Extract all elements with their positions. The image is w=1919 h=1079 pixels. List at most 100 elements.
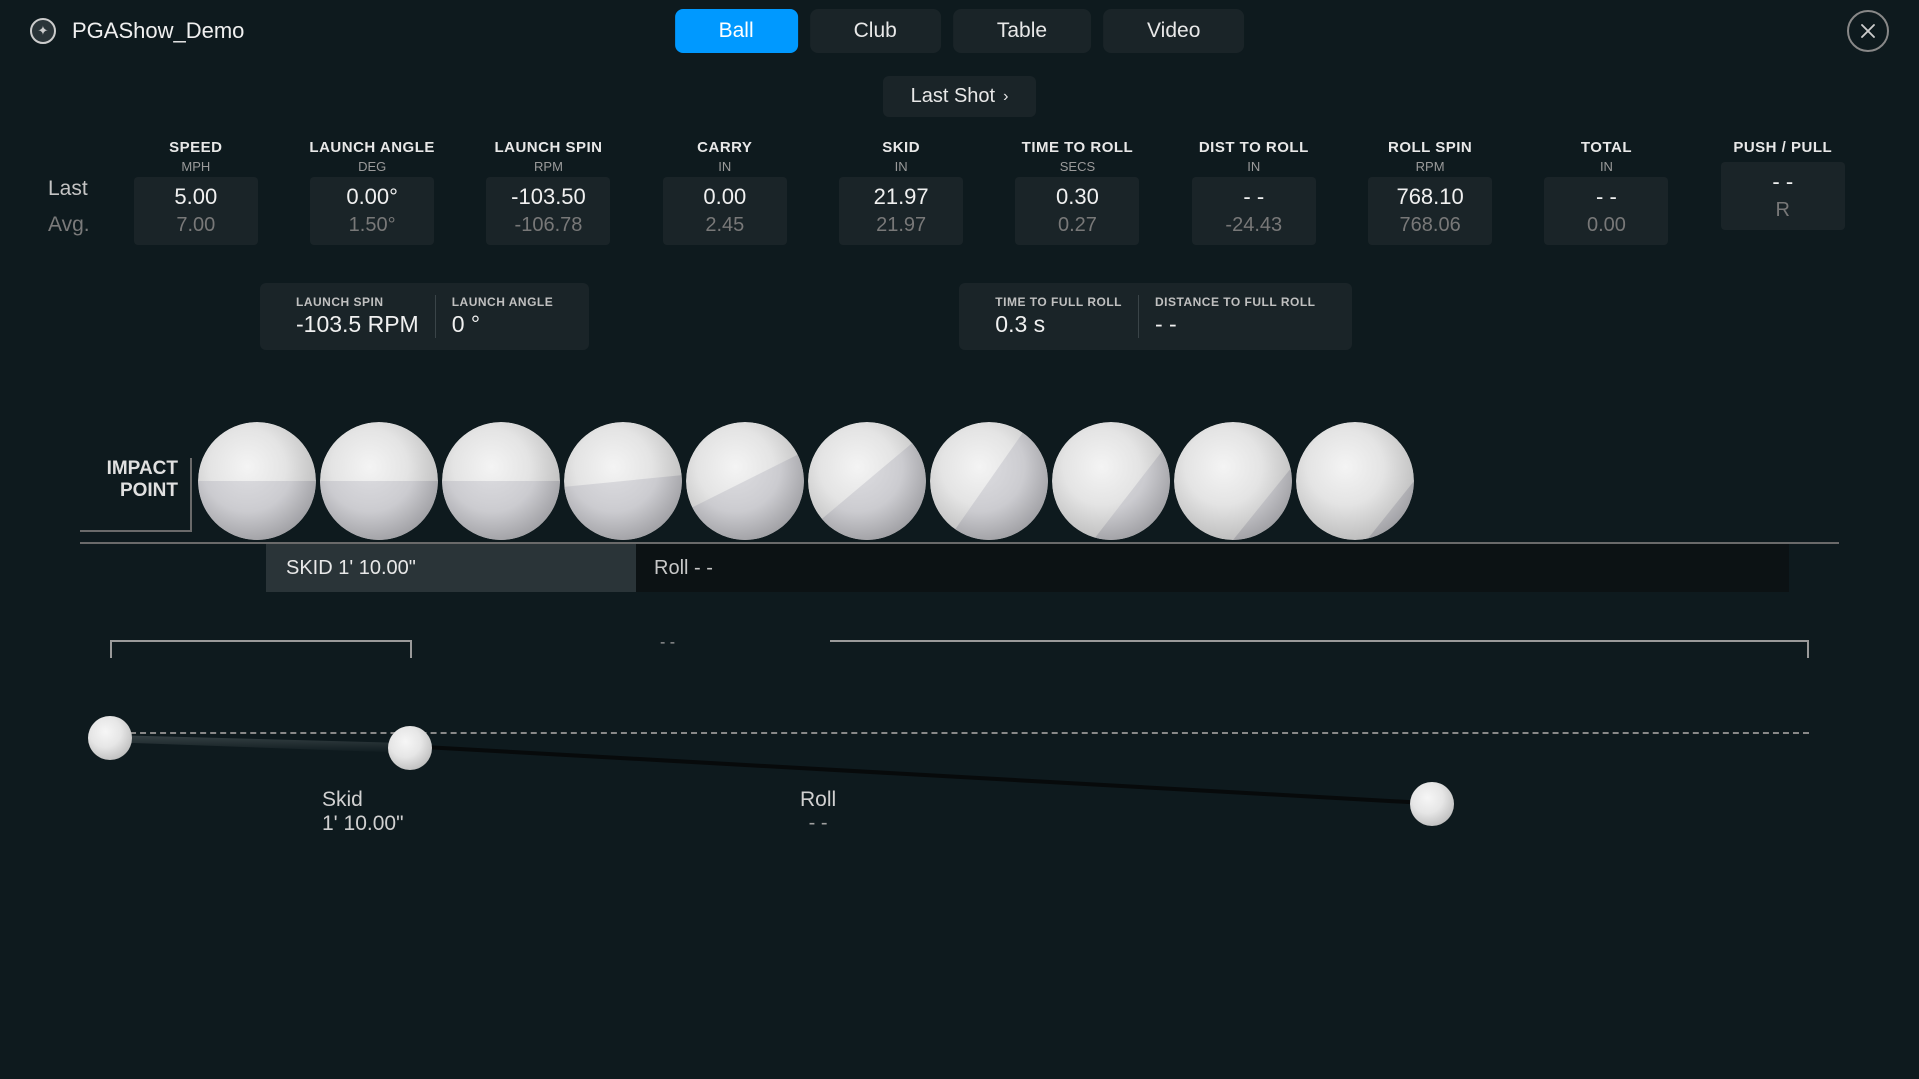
- metric-title: LAUNCH ANGLE: [309, 139, 434, 156]
- metric-speed: SPEED MPH 5.00 7.00: [108, 139, 284, 245]
- metric-last: 5.00: [134, 184, 258, 210]
- chart-roll-line: [406, 744, 1435, 805]
- metric-unit: IN: [1600, 159, 1613, 174]
- metric-push-pull: PUSH / PULL - - R: [1695, 139, 1871, 245]
- metric-title: LAUNCH SPIN: [494, 139, 602, 156]
- ball-frame: [320, 422, 438, 540]
- metric-unit: RPM: [1416, 159, 1445, 174]
- metric-time-to-roll: TIME TO ROLL SECS 0.30 0.27: [989, 139, 1165, 245]
- metric-launch-spin: LAUNCH SPIN RPM -103.50 -106.78: [460, 139, 636, 245]
- ball-frame: [686, 422, 804, 540]
- sec-value: 0 °: [452, 311, 554, 338]
- ball-frame: [930, 422, 1048, 540]
- metric-avg: -106.78: [486, 214, 610, 237]
- chart-baseline: [110, 732, 1809, 734]
- last-shot-label: Last Shot: [911, 85, 996, 108]
- metric-roll-spin: ROLL SPIN RPM 768.10 768.06: [1342, 139, 1518, 245]
- sec-label: LAUNCH SPIN: [296, 295, 419, 309]
- roll-bar: Roll - -: [636, 544, 1789, 592]
- chevron-right-icon: ›: [1003, 88, 1008, 106]
- chart-bracket: [110, 640, 112, 658]
- ball-rotation-strip: [198, 422, 1414, 540]
- row-label-last: Last: [48, 177, 90, 201]
- chart-bracket: [110, 640, 410, 642]
- sec-value: - -: [1155, 311, 1316, 338]
- metric-title: DIST TO ROLL: [1199, 139, 1309, 156]
- ball-frame: [808, 422, 926, 540]
- last-shot-button[interactable]: Last Shot ›: [883, 76, 1037, 117]
- metric-title: SPEED: [169, 139, 222, 156]
- ball-frame: [1296, 422, 1414, 540]
- metric-unit: IN: [1247, 159, 1260, 174]
- metric-avg: 7.00: [134, 214, 258, 237]
- chart-skid-label: Skid 1' 10.00": [322, 788, 404, 836]
- impact-point-label: IMPACT POINT: [80, 458, 192, 532]
- chart-gap-label: - -: [660, 634, 675, 652]
- tab-table[interactable]: Table: [953, 9, 1091, 53]
- metric-title: SKID: [882, 139, 920, 156]
- metric-avg: 21.97: [839, 214, 963, 237]
- metric-skid: SKID IN 21.97 21.97: [813, 139, 989, 245]
- metric-avg: 0.27: [1015, 214, 1139, 237]
- metric-unit: DEG: [358, 159, 386, 174]
- metric-last: - -: [1721, 169, 1845, 195]
- chart-skid-area: [110, 735, 410, 753]
- metric-unit: RPM: [534, 159, 563, 174]
- metric-last: 0.00°: [310, 184, 434, 210]
- ball-frame: [1052, 422, 1170, 540]
- chart-ball-end: [1410, 782, 1454, 826]
- ball-frame: [442, 422, 560, 540]
- metric-avg: -24.43: [1192, 214, 1316, 237]
- metric-title: ROLL SPIN: [1388, 139, 1472, 156]
- trajectory-chart: - - Skid 1' 10.00" Roll - -: [0, 640, 1919, 848]
- metric-title: CARRY: [697, 139, 752, 156]
- sec-label: DISTANCE TO FULL ROLL: [1155, 295, 1316, 309]
- tab-club[interactable]: Club: [810, 9, 941, 53]
- metric-unit: IN: [718, 159, 731, 174]
- sec-label: TIME TO FULL ROLL: [995, 295, 1122, 309]
- metric-avg: 0.00: [1544, 214, 1668, 237]
- metric-last: -103.50: [486, 184, 610, 210]
- metric-title: PUSH / PULL: [1733, 139, 1832, 156]
- metric-unit: SECS: [1060, 159, 1095, 174]
- sec-value: -103.5 RPM: [296, 311, 419, 338]
- metric-unit: IN: [895, 159, 908, 174]
- ball-frame: [198, 422, 316, 540]
- close-button[interactable]: [1847, 10, 1889, 52]
- metric-last: 0.30: [1015, 184, 1139, 210]
- metric-avg: R: [1721, 199, 1845, 222]
- metric-unit: MPH: [181, 159, 210, 174]
- metric-total: TOTAL IN - - 0.00: [1518, 139, 1694, 245]
- metric-last: 768.10: [1368, 184, 1492, 210]
- metric-avg: 768.06: [1368, 214, 1492, 237]
- sec-value: 0.3 s: [995, 311, 1122, 338]
- chart-ball-skid-end: [388, 726, 432, 770]
- metric-last: - -: [1544, 184, 1668, 210]
- chart-bracket: [1807, 640, 1809, 658]
- close-icon: [1859, 22, 1877, 40]
- secondary-launch-group: LAUNCH SPIN -103.5 RPM LAUNCH ANGLE 0 °: [260, 283, 589, 350]
- metric-avg: 1.50°: [310, 214, 434, 237]
- secondary-roll-group: TIME TO FULL ROLL 0.3 s DISTANCE TO FULL…: [959, 283, 1351, 350]
- metric-dist-to-roll: DIST TO ROLL IN - - -24.43: [1166, 139, 1342, 245]
- ball-frame: [564, 422, 682, 540]
- metric-carry: CARRY IN 0.00 2.45: [637, 139, 813, 245]
- metric-launch-angle: LAUNCH ANGLE DEG 0.00° 1.50°: [284, 139, 460, 245]
- chart-bracket: [410, 640, 412, 658]
- metric-title: TIME TO ROLL: [1022, 139, 1134, 156]
- chart-bracket: [830, 640, 1809, 642]
- sec-label: LAUNCH ANGLE: [452, 295, 554, 309]
- view-tabs: Ball Club Table Video: [675, 9, 1245, 53]
- ball-frame: [1174, 422, 1292, 540]
- skid-bar: SKID 1' 10.00": [266, 544, 636, 592]
- row-label-avg: Avg.: [48, 213, 90, 237]
- metric-avg: 2.45: [663, 214, 787, 237]
- chart-ball-start: [88, 716, 132, 760]
- tab-ball[interactable]: Ball: [675, 9, 798, 53]
- row-labels: Last Avg.: [48, 139, 90, 245]
- metric-last: 21.97: [839, 184, 963, 210]
- app-logo: ✦: [30, 18, 56, 44]
- metric-last: 0.00: [663, 184, 787, 210]
- metric-title: TOTAL: [1581, 139, 1632, 156]
- tab-video[interactable]: Video: [1103, 9, 1244, 53]
